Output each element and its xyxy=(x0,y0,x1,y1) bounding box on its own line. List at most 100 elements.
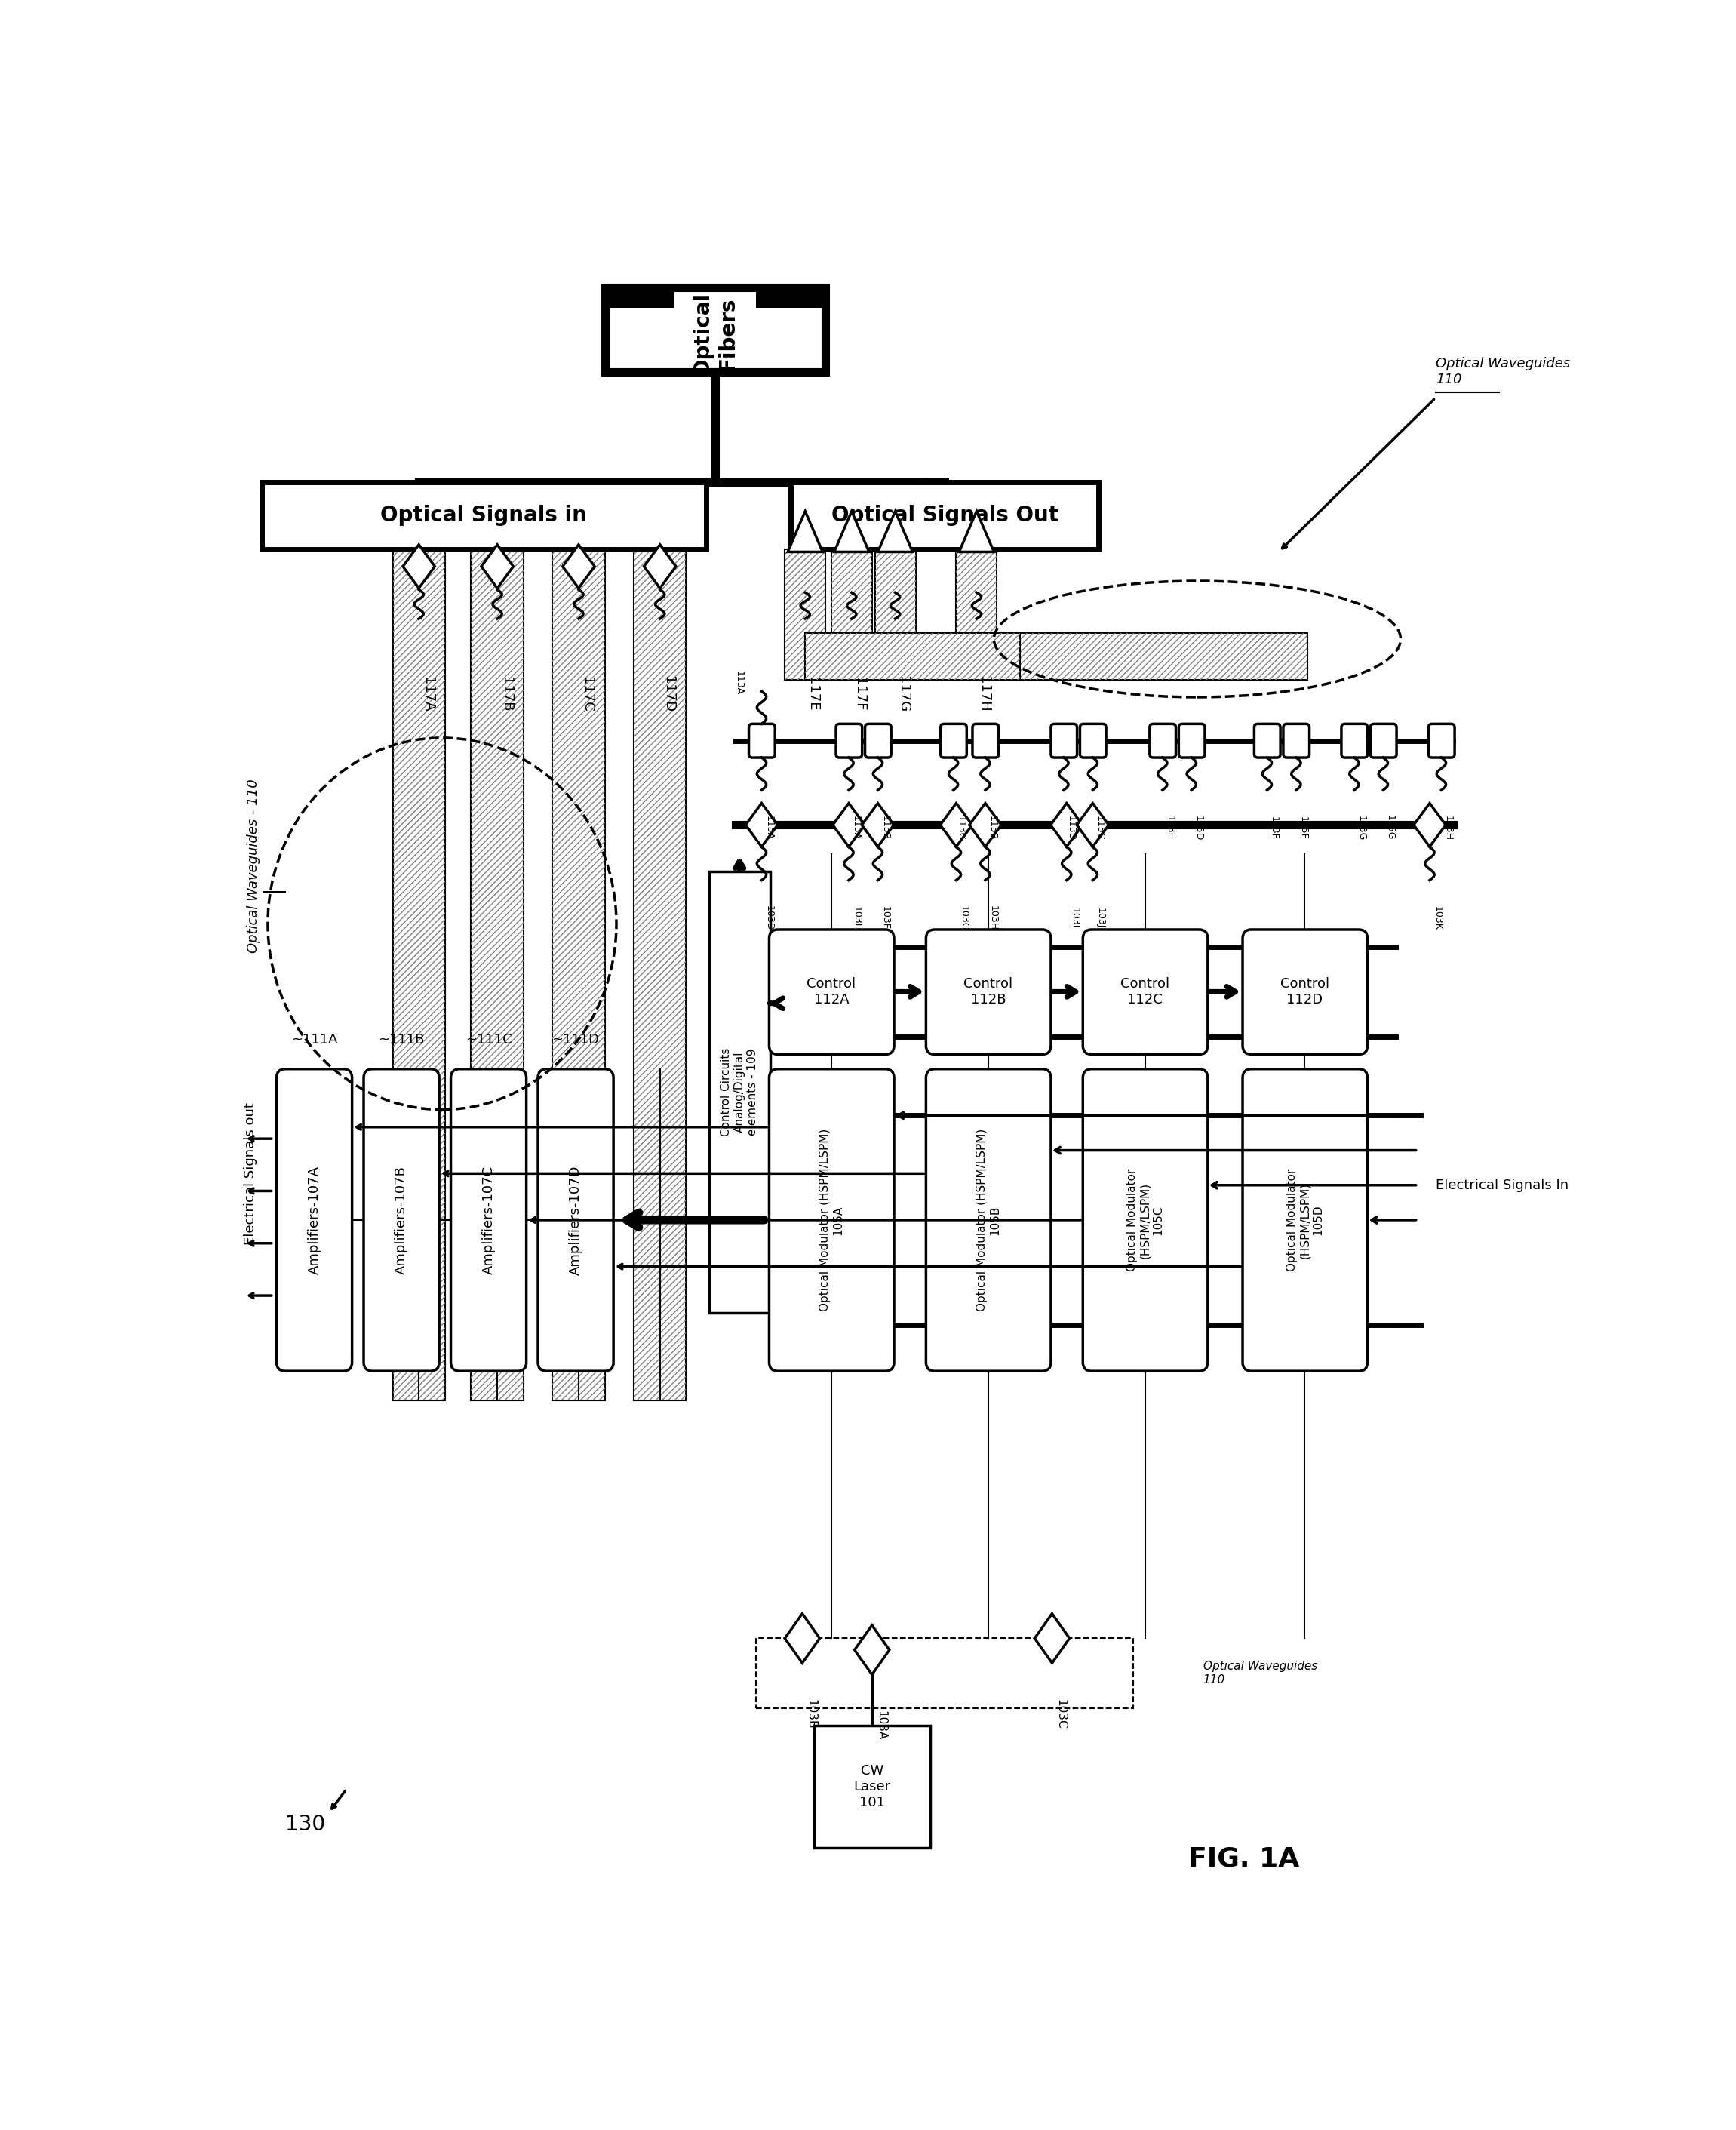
Text: 103G: 103G xyxy=(958,905,969,931)
Text: Optical Modulator (HSPM/LSPM)
105B: Optical Modulator (HSPM/LSPM) 105B xyxy=(976,1129,1000,1312)
Bar xyxy=(552,550,604,1399)
Bar xyxy=(790,481,1099,550)
Text: Amplifiers-107B: Amplifiers-107B xyxy=(394,1165,408,1274)
Bar xyxy=(806,633,1021,679)
Text: 103F: 103F xyxy=(880,905,891,929)
Polygon shape xyxy=(854,1625,889,1674)
Text: 117B: 117B xyxy=(500,677,512,711)
Text: 113G: 113G xyxy=(1356,816,1366,841)
Text: Optical Waveguides - 110: Optical Waveguides - 110 xyxy=(247,780,260,952)
Bar xyxy=(806,633,1021,679)
Polygon shape xyxy=(746,803,778,848)
Text: 103I: 103I xyxy=(1069,907,1080,929)
Polygon shape xyxy=(1035,1615,1069,1664)
Bar xyxy=(262,481,707,550)
Bar xyxy=(832,550,871,679)
Text: Optical Modulator
(HSPM/LSPM)
105C: Optical Modulator (HSPM/LSPM) 105C xyxy=(1127,1169,1163,1272)
Text: 117A: 117A xyxy=(420,677,434,711)
Text: 113H: 113H xyxy=(1443,816,1453,841)
Text: 113C: 113C xyxy=(955,816,965,839)
Text: Control
112C: Control 112C xyxy=(1120,978,1170,1005)
FancyBboxPatch shape xyxy=(1149,724,1175,758)
Text: 117C: 117C xyxy=(580,677,594,711)
FancyBboxPatch shape xyxy=(1083,1069,1208,1372)
FancyBboxPatch shape xyxy=(1253,724,1281,758)
Bar xyxy=(957,550,996,679)
Bar xyxy=(755,1638,1134,1708)
Text: 113A: 113A xyxy=(764,816,774,839)
Text: 117E: 117E xyxy=(806,677,819,711)
FancyBboxPatch shape xyxy=(363,1069,439,1372)
Bar xyxy=(634,550,686,1399)
Bar xyxy=(392,550,444,1399)
FancyBboxPatch shape xyxy=(1342,724,1368,758)
FancyBboxPatch shape xyxy=(972,724,998,758)
Text: 115F: 115F xyxy=(1299,816,1307,839)
Text: 113E: 113E xyxy=(1165,816,1174,839)
Text: 103K: 103K xyxy=(1432,905,1443,931)
Bar xyxy=(470,550,524,1399)
Polygon shape xyxy=(958,511,995,552)
FancyBboxPatch shape xyxy=(538,1069,613,1372)
Text: 103H: 103H xyxy=(988,905,998,931)
Polygon shape xyxy=(1076,803,1109,848)
Text: Control Circuits
Analog/Digital
elements - 109: Control Circuits Analog/Digital elements… xyxy=(720,1048,759,1137)
Bar xyxy=(957,550,996,679)
Polygon shape xyxy=(1050,803,1083,848)
FancyBboxPatch shape xyxy=(1370,724,1396,758)
Text: Optical Signals in: Optical Signals in xyxy=(380,505,587,526)
Bar xyxy=(604,288,826,373)
Polygon shape xyxy=(969,803,1002,848)
Text: 115G: 115G xyxy=(1385,816,1396,841)
Text: Control
112A: Control 112A xyxy=(807,978,856,1005)
Bar xyxy=(470,550,524,1399)
Text: 113F: 113F xyxy=(1269,816,1279,839)
FancyBboxPatch shape xyxy=(837,724,863,758)
Text: 117G: 117G xyxy=(896,675,910,711)
Polygon shape xyxy=(1413,803,1446,848)
FancyBboxPatch shape xyxy=(769,1069,894,1372)
Text: 103D: 103D xyxy=(764,905,774,931)
Text: 103J: 103J xyxy=(1095,907,1106,929)
Bar xyxy=(785,550,826,679)
Polygon shape xyxy=(835,511,870,552)
FancyBboxPatch shape xyxy=(925,929,1050,1054)
Text: 103C: 103C xyxy=(1055,1700,1066,1730)
Polygon shape xyxy=(861,803,894,848)
Polygon shape xyxy=(785,1615,819,1664)
Text: ~111A: ~111A xyxy=(292,1033,337,1046)
Polygon shape xyxy=(644,545,675,588)
Bar xyxy=(785,550,826,679)
Text: 117H: 117H xyxy=(977,675,991,711)
Text: 117F: 117F xyxy=(852,677,866,711)
Polygon shape xyxy=(878,511,913,552)
FancyBboxPatch shape xyxy=(451,1069,526,1372)
Bar xyxy=(604,288,675,309)
Polygon shape xyxy=(941,803,972,848)
Text: CW
Laser
101: CW Laser 101 xyxy=(854,1764,891,1808)
Text: 115A: 115A xyxy=(851,816,861,839)
Text: ~111D: ~111D xyxy=(552,1033,599,1046)
Text: 113B: 113B xyxy=(880,816,889,839)
FancyBboxPatch shape xyxy=(1083,929,1208,1054)
Text: ~111B: ~111B xyxy=(378,1033,425,1046)
Text: 103E: 103E xyxy=(851,905,861,931)
Text: 117D: 117D xyxy=(661,675,675,711)
Text: ~111C: ~111C xyxy=(465,1033,512,1046)
FancyBboxPatch shape xyxy=(1283,724,1309,758)
FancyBboxPatch shape xyxy=(1179,724,1205,758)
FancyBboxPatch shape xyxy=(1080,724,1106,758)
FancyBboxPatch shape xyxy=(769,929,894,1054)
Text: 115B: 115B xyxy=(988,816,996,839)
Text: 103B: 103B xyxy=(806,1700,816,1730)
Text: Electrical Signals out: Electrical Signals out xyxy=(243,1103,257,1244)
Polygon shape xyxy=(403,545,434,588)
Text: Optical Waveguides
110: Optical Waveguides 110 xyxy=(1203,1661,1318,1685)
Bar xyxy=(634,550,686,1399)
FancyBboxPatch shape xyxy=(1429,724,1455,758)
FancyBboxPatch shape xyxy=(276,1069,352,1372)
FancyBboxPatch shape xyxy=(865,724,891,758)
Polygon shape xyxy=(481,545,514,588)
Bar xyxy=(875,550,915,679)
Bar xyxy=(710,871,771,1312)
